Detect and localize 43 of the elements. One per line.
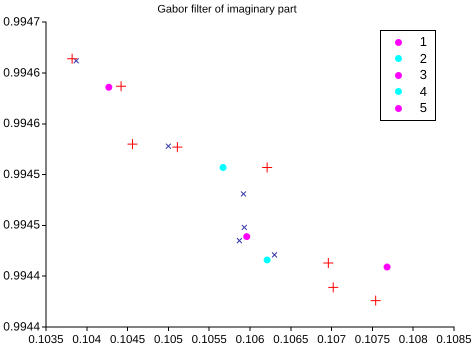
point bbox=[370, 295, 382, 306]
x-tick-label: 0.1035 bbox=[28, 334, 64, 346]
point bbox=[240, 190, 246, 197]
point bbox=[165, 143, 172, 150]
y-tick-label: 0.9946 bbox=[3, 116, 40, 130]
y-tick-label: 0.9945 bbox=[3, 218, 40, 232]
point bbox=[272, 252, 278, 258]
legend-label: 5 bbox=[420, 100, 427, 117]
x-tick-label: 0.108 bbox=[398, 334, 428, 346]
point bbox=[241, 224, 248, 230]
y-tick-label: 0.9947 bbox=[3, 14, 40, 29]
x-tick-label: 0.1085 bbox=[436, 334, 472, 346]
x-tick-label: 0.1045 bbox=[110, 334, 146, 346]
x-tick-label: 0.107 bbox=[317, 334, 346, 346]
point bbox=[243, 233, 250, 240]
point bbox=[328, 282, 339, 293]
x-tick-label: 0.1075 bbox=[354, 334, 390, 346]
point bbox=[384, 264, 391, 271]
point bbox=[66, 53, 78, 64]
point bbox=[126, 138, 138, 150]
y-tick-label: 0.9945 bbox=[3, 166, 40, 181]
point bbox=[322, 257, 334, 268]
x-tick-label: 0.105 bbox=[154, 334, 183, 346]
y-tick-label: 0.9944 bbox=[3, 319, 40, 334]
legend-label: 3 bbox=[420, 67, 427, 84]
legend-label: 4 bbox=[420, 84, 427, 100]
point bbox=[172, 142, 183, 153]
point bbox=[236, 238, 242, 244]
point bbox=[105, 84, 112, 91]
chart-title: Gabor filter of imaginary part bbox=[157, 4, 297, 16]
point bbox=[116, 80, 127, 92]
legend-label: 1 bbox=[420, 34, 427, 51]
y-tick-label: 0.9944 bbox=[3, 268, 40, 283]
legend-label: 2 bbox=[420, 50, 427, 68]
point bbox=[73, 58, 80, 64]
x-tick-label: 0.1065 bbox=[273, 334, 308, 346]
x-tick-label: 0.106 bbox=[236, 334, 264, 346]
point bbox=[264, 256, 271, 264]
point bbox=[262, 162, 273, 173]
x-tick-label: 0.1055 bbox=[192, 334, 227, 346]
x-tick-label: 0.104 bbox=[72, 334, 102, 346]
point bbox=[220, 164, 227, 171]
y-tick-label: 0.9946 bbox=[3, 65, 40, 80]
